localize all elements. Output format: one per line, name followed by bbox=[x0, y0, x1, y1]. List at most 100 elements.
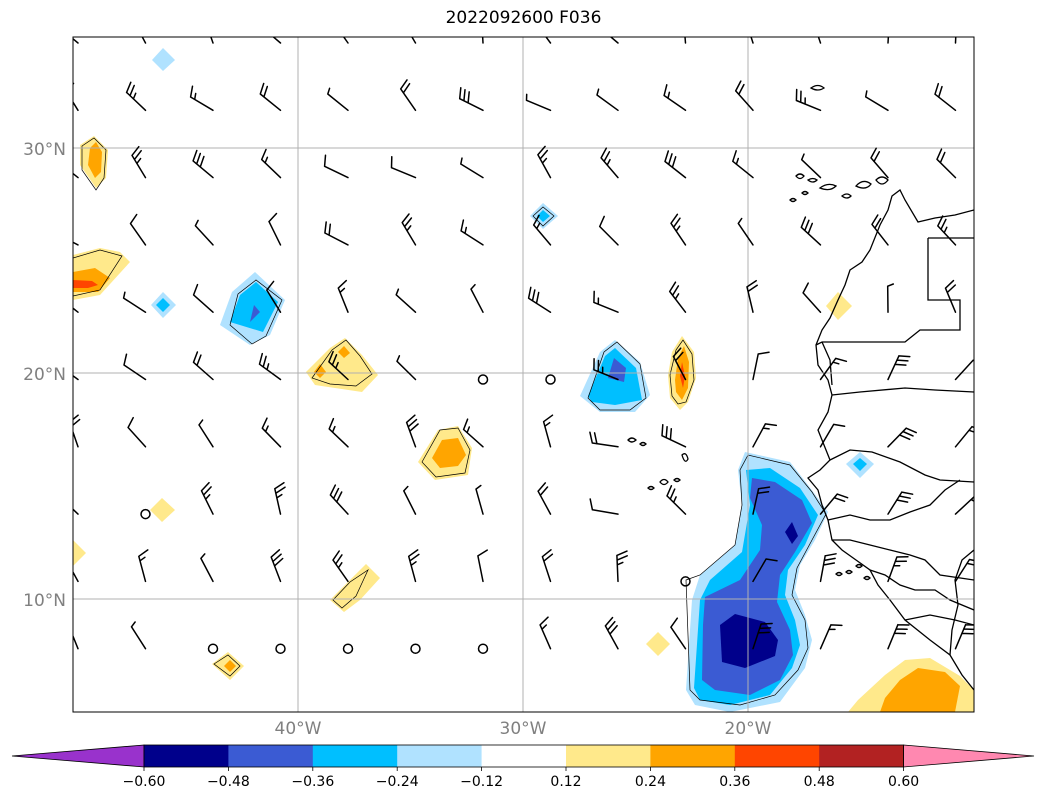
country-border bbox=[832, 539, 974, 581]
wind-barb bbox=[525, 93, 552, 112]
wind-barb bbox=[541, 549, 554, 583]
wind-barb bbox=[460, 157, 484, 179]
wind-barb bbox=[337, 279, 349, 313]
wind-barb bbox=[746, 279, 758, 313]
positive-anomaly-region bbox=[330, 564, 380, 612]
calm-marker-layer bbox=[140, 374, 691, 654]
wind-barb bbox=[871, 214, 889, 246]
colorbar-frame bbox=[143, 744, 904, 768]
negative-anomaly-region bbox=[785, 522, 798, 544]
wind-barb bbox=[819, 423, 846, 448]
colorbar-tick-label: −0.48 bbox=[207, 774, 250, 790]
graticule bbox=[73, 37, 974, 712]
wind-barb bbox=[661, 423, 687, 448]
colorbar-tick-label: −0.36 bbox=[291, 774, 334, 790]
wind-barb bbox=[192, 351, 214, 381]
lon-label: 30°W bbox=[500, 719, 547, 739]
wind-barb bbox=[470, 283, 484, 313]
calm-wind-marker bbox=[342, 643, 354, 654]
colorbar-extend-low bbox=[11, 744, 145, 768]
wind-barb bbox=[937, 215, 957, 246]
wind-barb bbox=[887, 623, 910, 650]
positive-anomaly-region bbox=[432, 438, 466, 468]
wind-barb bbox=[604, 616, 619, 650]
wind-barb bbox=[819, 624, 843, 650]
positive-anomaly-region bbox=[150, 498, 175, 522]
anomaly-fill-layer bbox=[73, 48, 974, 712]
wind-barb bbox=[934, 82, 957, 112]
wind-barb bbox=[752, 486, 771, 515]
wind-barb bbox=[270, 549, 284, 583]
wind-barb bbox=[462, 418, 484, 448]
wind-barb bbox=[532, 214, 552, 246]
colorbar-segment bbox=[734, 745, 820, 767]
negative-anomaly-region bbox=[537, 210, 550, 222]
wind-barb bbox=[138, 549, 149, 583]
wind-barb bbox=[130, 621, 147, 650]
wind-barb bbox=[405, 414, 419, 448]
wind-barb bbox=[598, 215, 619, 246]
wind-barb bbox=[328, 350, 349, 381]
wind-barb bbox=[684, 37, 687, 44]
wind-barb bbox=[589, 431, 619, 448]
colorbar-tick-label: −0.24 bbox=[376, 774, 419, 790]
wind-barb bbox=[323, 154, 349, 179]
wind-barb bbox=[795, 88, 822, 112]
wind-barb bbox=[663, 84, 687, 112]
country-border bbox=[949, 549, 974, 656]
calm-wind-marker bbox=[545, 374, 556, 385]
wind-barb bbox=[886, 283, 895, 313]
wind-barb bbox=[122, 291, 147, 313]
wind-barb bbox=[73, 241, 79, 246]
wind-barb bbox=[458, 87, 484, 112]
wind-barb bbox=[131, 145, 147, 179]
wind-barb bbox=[460, 219, 484, 246]
calm-wind-marker bbox=[477, 643, 489, 654]
country-border bbox=[869, 569, 974, 626]
wind-barb bbox=[672, 347, 687, 381]
wind-barb bbox=[750, 37, 754, 44]
wind-barb bbox=[593, 290, 619, 313]
wind-barb bbox=[477, 549, 488, 583]
wind-barb bbox=[401, 213, 417, 246]
country-border bbox=[827, 479, 961, 521]
wind-barb bbox=[259, 82, 282, 112]
wind-barb bbox=[737, 217, 754, 246]
wind-barb bbox=[537, 145, 552, 179]
positive-anomaly-region bbox=[314, 364, 326, 378]
wind-barb bbox=[752, 622, 773, 650]
wind-barb bbox=[819, 493, 849, 515]
wind-barb bbox=[664, 150, 687, 179]
wind-barb bbox=[272, 37, 282, 44]
wind-barb bbox=[817, 37, 822, 44]
wind-barb bbox=[399, 79, 417, 112]
negative-anomaly-region bbox=[152, 48, 175, 71]
island bbox=[627, 437, 689, 491]
colorbar-tick-label: 0.24 bbox=[635, 774, 666, 790]
wind-barb bbox=[954, 37, 957, 44]
wind-barb bbox=[129, 213, 147, 246]
map-frame bbox=[72, 36, 975, 713]
wind-barb bbox=[596, 88, 619, 112]
wind-barb bbox=[752, 351, 770, 381]
island bbox=[835, 563, 871, 581]
lat-label: 10°N bbox=[23, 591, 66, 611]
wind-barb bbox=[609, 37, 619, 44]
wind-barb bbox=[73, 374, 79, 381]
wind-barb bbox=[800, 216, 822, 246]
wind-barb bbox=[936, 148, 957, 179]
colorbar-segment bbox=[819, 745, 905, 767]
wind-barb bbox=[670, 617, 687, 650]
wind-barb bbox=[198, 419, 214, 448]
wind-barb bbox=[819, 553, 837, 583]
colorbar-segment bbox=[650, 745, 736, 767]
calm-wind-marker bbox=[680, 576, 691, 587]
colorbar-tick-label: −0.60 bbox=[123, 774, 166, 790]
wind-barb bbox=[954, 623, 974, 650]
wind-barb bbox=[194, 219, 214, 246]
negative-anomaly-region bbox=[853, 458, 867, 471]
wind-barb bbox=[668, 281, 687, 313]
wind-barb bbox=[328, 417, 349, 448]
wind-barb bbox=[545, 37, 552, 44]
wind-barb bbox=[266, 280, 282, 313]
